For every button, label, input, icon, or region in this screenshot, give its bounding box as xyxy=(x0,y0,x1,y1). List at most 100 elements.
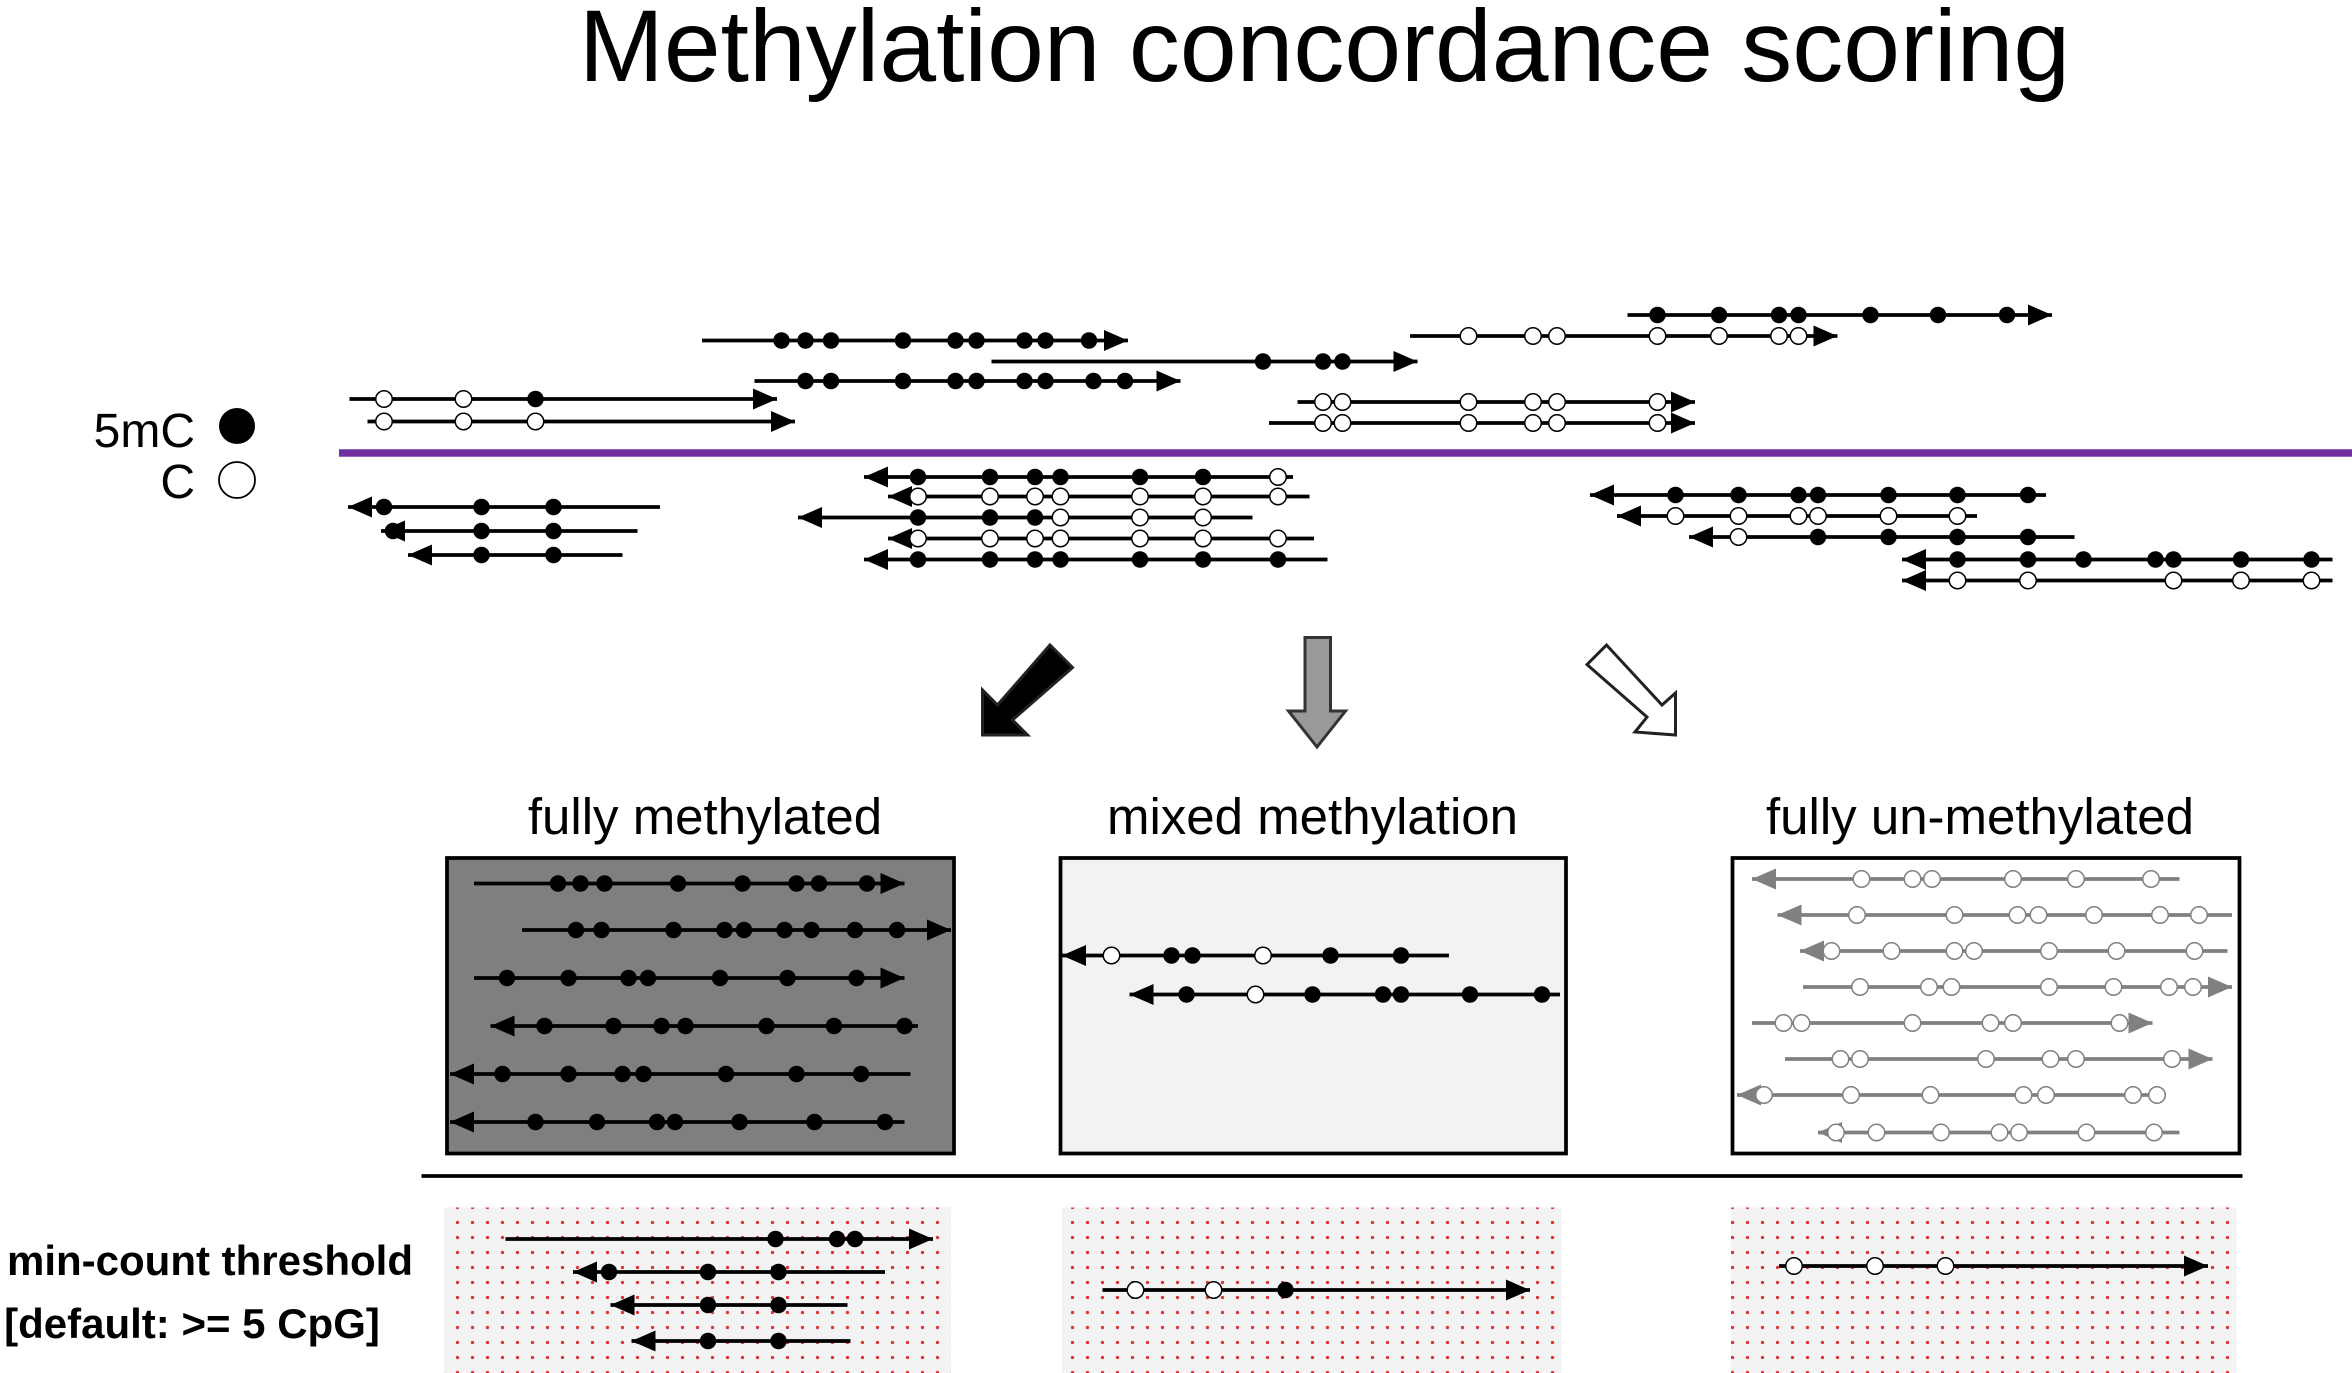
cpg-unmethylated xyxy=(1789,507,1808,526)
cpg-methylated xyxy=(560,969,577,987)
cpg-unmethylated xyxy=(2004,870,2022,889)
cpg-unmethylated xyxy=(2124,1086,2142,1105)
cpg-unmethylated xyxy=(1852,870,1871,889)
cpg-methylated xyxy=(788,875,805,892)
read-arrowhead xyxy=(631,1330,656,1352)
read-arrowhead xyxy=(1902,549,1926,571)
cpg-methylated xyxy=(1016,332,1033,349)
cpg-methylated xyxy=(1392,986,1410,1003)
cpg-methylated xyxy=(1929,306,1947,324)
cpg-unmethylated xyxy=(2019,571,2037,590)
cpg-methylated xyxy=(846,1230,864,1248)
cpg-unmethylated xyxy=(1903,870,1922,889)
cpg-unmethylated xyxy=(2163,1050,2181,1069)
cpg-methylated xyxy=(596,875,613,892)
cpg-methylated xyxy=(473,522,490,540)
cpg-methylated xyxy=(947,372,964,390)
cpg-unmethylated xyxy=(375,412,393,431)
cpg-unmethylated xyxy=(1882,942,1901,961)
cpg-unmethylated xyxy=(1945,906,1964,925)
cpg-methylated xyxy=(797,332,814,349)
cpg-unmethylated xyxy=(1026,487,1044,506)
cpg-unmethylated xyxy=(1269,529,1287,548)
cpg-unmethylated xyxy=(1977,1050,1995,1069)
cpg-unmethylated xyxy=(1809,507,1827,526)
cpg-unmethylated xyxy=(1131,508,1149,527)
cpg-unmethylated xyxy=(2067,1050,2085,1069)
cpg-methylated xyxy=(1730,486,1747,504)
cpg-unmethylated xyxy=(1866,1257,1884,1276)
read-arrowhead xyxy=(1129,984,1154,1006)
cpg-unmethylated xyxy=(375,390,393,409)
cpg-unmethylated xyxy=(1126,1281,1145,1300)
cpg-methylated xyxy=(545,498,562,516)
read-arrowhead xyxy=(1617,505,1641,527)
cpg-methylated xyxy=(2147,551,2164,568)
cpg-unmethylated xyxy=(2104,978,2123,997)
cpg-methylated xyxy=(639,969,657,987)
cpg-methylated xyxy=(1790,306,1807,324)
cpg-methylated xyxy=(968,332,985,349)
cpg-unmethylated xyxy=(1269,487,1287,506)
read-arrowhead xyxy=(888,486,912,508)
cpg-methylated xyxy=(1533,986,1551,1003)
cpg-methylated xyxy=(1016,372,1033,390)
cpg-methylated xyxy=(1314,353,1332,370)
arrow-unmethylated xyxy=(1584,642,1677,737)
cpg-methylated xyxy=(1178,986,1195,1003)
cpg-methylated xyxy=(858,875,876,892)
read-arrowhead xyxy=(1062,945,1086,967)
cpg-methylated xyxy=(716,921,733,939)
cpg-methylated xyxy=(1809,486,1827,504)
cpg-methylated xyxy=(614,1065,631,1083)
cpg-unmethylated xyxy=(1314,393,1332,412)
cpg-methylated xyxy=(1116,372,1134,390)
cpg-methylated xyxy=(498,969,516,987)
cpg-unmethylated xyxy=(1648,393,1667,412)
panel-box xyxy=(1730,856,2242,1156)
cpg-unmethylated xyxy=(1921,1086,1940,1105)
cpg-methylated xyxy=(677,1017,694,1035)
cpg-methylated xyxy=(572,875,589,892)
cpg-unmethylated xyxy=(1026,529,1044,548)
read-arrowhead xyxy=(880,967,905,989)
cpg-methylated xyxy=(699,1296,717,1314)
panel-label: fully un-methylated xyxy=(1766,788,2194,845)
read-arrowhead xyxy=(1104,330,1128,352)
cpg-unmethylated xyxy=(2190,906,2208,925)
cpg-unmethylated xyxy=(454,390,473,409)
cpg-unmethylated xyxy=(1710,327,1728,346)
cpg-unmethylated xyxy=(1729,507,1748,526)
cpg-methylated xyxy=(545,522,562,540)
cpg-unmethylated xyxy=(2041,1050,2060,1069)
cpg-unmethylated xyxy=(1648,414,1667,433)
cpg-unmethylated xyxy=(1785,1257,1803,1276)
cpg-methylated xyxy=(1710,306,1728,324)
cpg-unmethylated xyxy=(1965,942,1983,961)
cpg-methylated xyxy=(600,1263,618,1281)
cpg-unmethylated xyxy=(2085,906,2103,925)
cpg-unmethylated xyxy=(1131,529,1149,548)
read-arrowhead xyxy=(1902,570,1926,592)
cpg-unmethylated xyxy=(2107,942,2126,961)
cpg-methylated xyxy=(896,1017,913,1035)
cpg-unmethylated xyxy=(1548,393,1566,412)
cpg-methylated xyxy=(1085,372,1102,390)
cpg-methylated xyxy=(968,372,985,390)
cpg-methylated xyxy=(1052,468,1069,486)
cpg-unmethylated xyxy=(1204,1281,1223,1300)
cpg-methylated xyxy=(810,875,828,892)
cpg-unmethylated xyxy=(1936,1257,1955,1276)
cpg-unmethylated xyxy=(1842,1086,1860,1105)
read-arrowhead xyxy=(1590,484,1614,506)
cpg-unmethylated xyxy=(1524,414,1542,433)
cpg-methylated xyxy=(653,1017,670,1035)
cpg-unmethylated xyxy=(2110,1014,2129,1033)
cpg-methylated xyxy=(1949,551,1966,568)
cpg-unmethylated xyxy=(1923,870,1941,889)
cpg-methylated xyxy=(549,875,567,892)
cpg-unmethylated xyxy=(1755,1086,1773,1105)
cpg-methylated xyxy=(1052,551,1069,568)
read-arrowhead xyxy=(753,388,777,410)
cpg-methylated xyxy=(669,875,687,892)
